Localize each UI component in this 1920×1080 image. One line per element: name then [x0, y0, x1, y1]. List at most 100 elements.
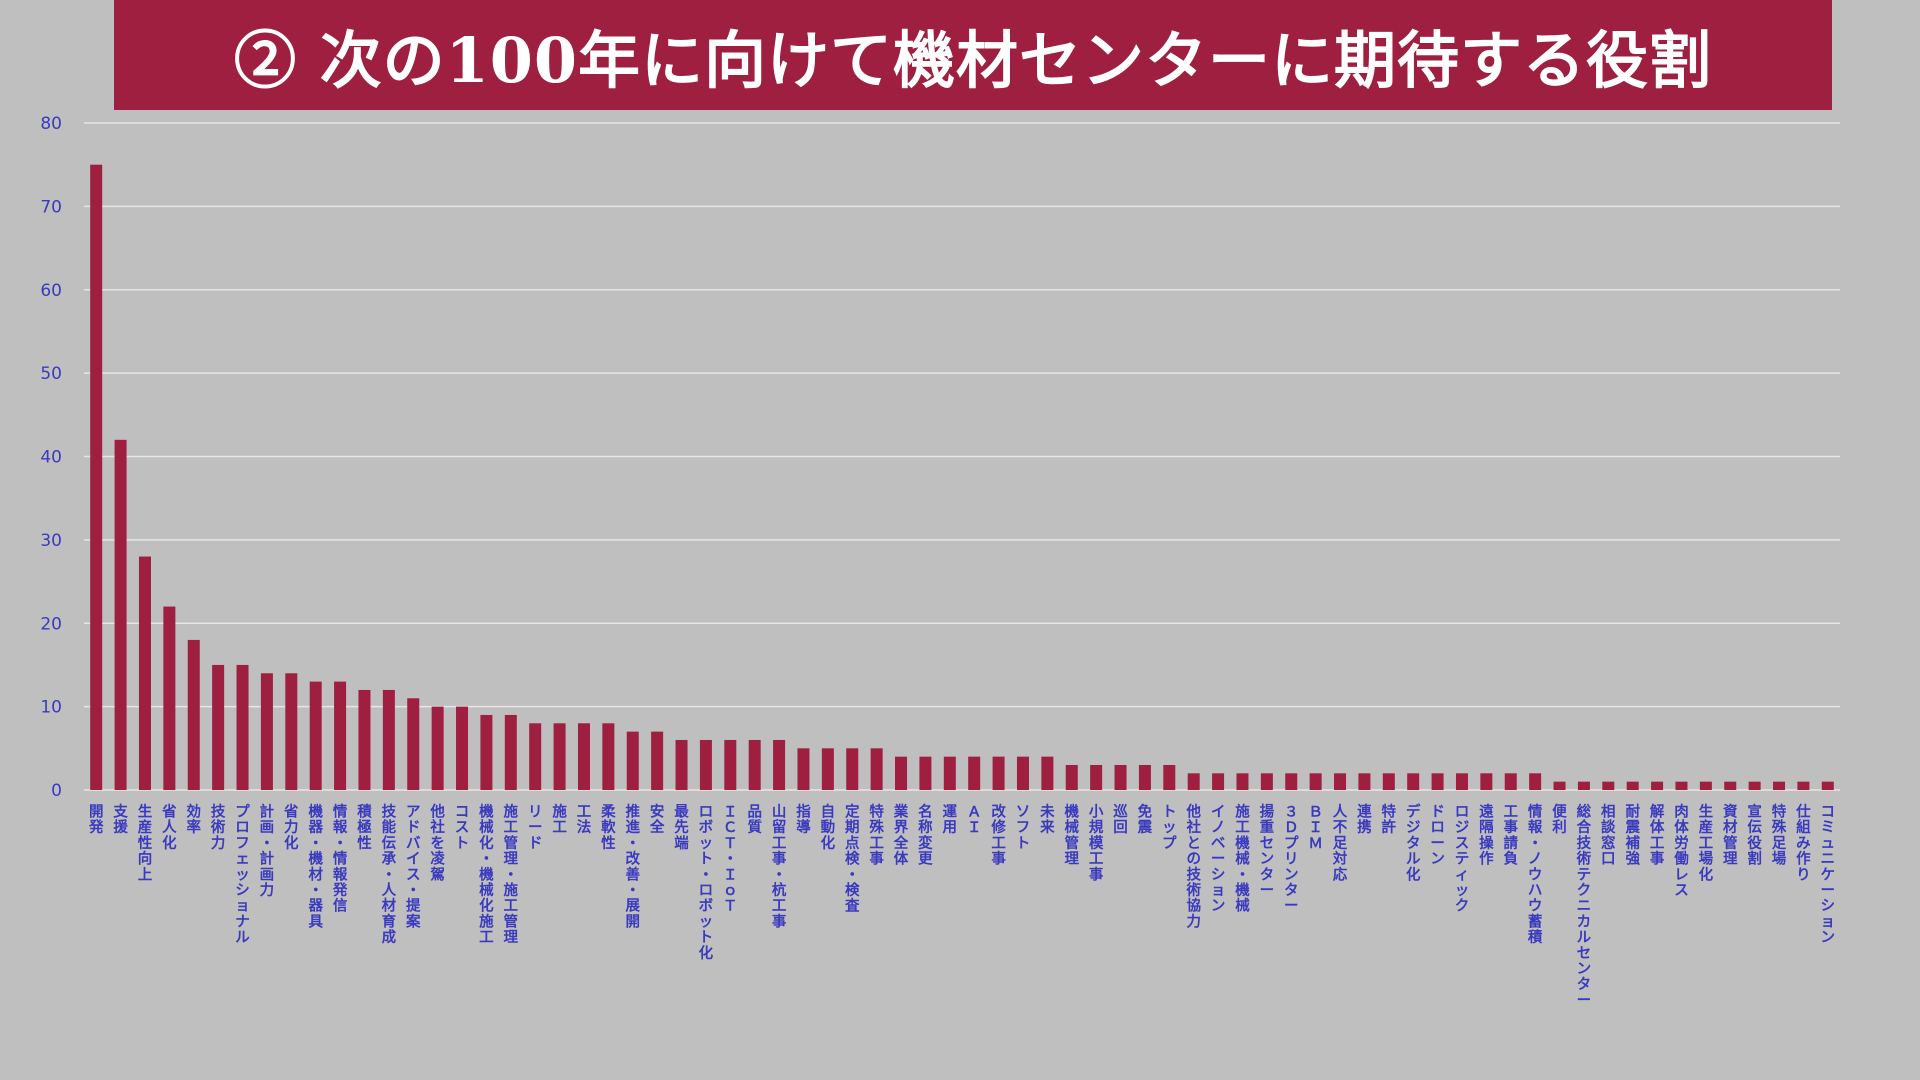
bar — [553, 723, 566, 790]
bar — [114, 439, 127, 790]
category-label: 情報・ノウハウ蓄積 — [1527, 803, 1543, 947]
bar — [1138, 764, 1151, 790]
category-label: 積極性 — [356, 803, 372, 852]
bar — [651, 731, 664, 790]
category-label: 資材管理 — [1723, 803, 1738, 868]
bar — [699, 739, 712, 790]
category-label: 計画・計画力 — [260, 803, 275, 900]
bar — [870, 748, 883, 790]
bar — [1016, 756, 1029, 790]
y-tick-label: 30 — [40, 531, 62, 551]
y-tick-label: 50 — [40, 364, 62, 384]
category-label: 相談窓口 — [1601, 803, 1616, 868]
category-label: 機器・機材・器具 — [307, 803, 323, 931]
bar — [480, 714, 493, 790]
bar — [1553, 781, 1566, 790]
category-label: 業界全体 — [893, 803, 909, 868]
bar — [358, 689, 371, 790]
bar — [1382, 773, 1395, 790]
category-label: 耐震補強 — [1624, 803, 1640, 868]
category-label: 指導 — [796, 803, 811, 837]
category-label: 工法 — [577, 805, 592, 837]
category-label: 技能伝承・人材育成 — [382, 803, 397, 947]
bar — [1577, 781, 1590, 790]
bar — [1675, 781, 1688, 790]
bar — [919, 756, 932, 790]
category-label: 情報・情報発信 — [332, 803, 348, 915]
category-label: リード — [528, 805, 543, 852]
bar — [992, 756, 1005, 790]
category-label: 省人化 — [161, 803, 177, 852]
category-label: ＡＩ — [967, 805, 982, 837]
category-label: ロボット・ロボット化 — [699, 805, 714, 962]
category-label: ドローン — [1430, 805, 1445, 868]
bar — [1285, 773, 1298, 790]
bar — [1455, 773, 1468, 790]
category-label: 機械化・機械化施工 — [479, 803, 494, 947]
bar — [1480, 773, 1493, 790]
category-label: 効率 — [187, 803, 202, 837]
bar — [1358, 773, 1371, 790]
category-label: 推進・改善・展開 — [626, 803, 641, 931]
category-label: ロジスティック — [1455, 805, 1470, 915]
bar — [1187, 773, 1200, 790]
bar — [1431, 773, 1444, 790]
bar — [821, 748, 834, 790]
y-tick-label: 10 — [40, 698, 62, 718]
category-label: 定期点検・検査 — [845, 803, 860, 915]
bar — [236, 664, 249, 790]
category-label: 技術力 — [210, 803, 226, 852]
bar — [285, 673, 298, 790]
bar — [260, 673, 273, 790]
category-label: 工事請負 — [1504, 805, 1519, 868]
category-label: 解体工事 — [1650, 803, 1665, 868]
category-label: ソフト — [1016, 805, 1031, 852]
bar — [1309, 773, 1322, 790]
category-label: 最先端 — [674, 804, 689, 852]
bar — [504, 714, 517, 790]
category-label: 特殊足場 — [1772, 803, 1787, 868]
category-label: 便利 — [1552, 803, 1567, 837]
category-label: 揚重センター — [1260, 804, 1275, 900]
category-label: ３Ｄプリンター — [1284, 805, 1299, 915]
bar — [773, 739, 786, 790]
bar — [138, 556, 151, 790]
category-label: 生産性向上 — [138, 803, 153, 884]
bar — [846, 748, 859, 790]
bar — [1065, 764, 1078, 790]
bar — [1041, 756, 1054, 790]
bar — [1602, 781, 1615, 790]
category-label: ＢＩＭ — [1308, 805, 1323, 852]
bar — [602, 723, 615, 790]
category-label: 免震 — [1138, 803, 1153, 837]
bar — [968, 756, 981, 790]
category-label: 小規模工事 — [1089, 804, 1104, 884]
category-label: 省力化 — [283, 803, 299, 852]
bar — [407, 698, 420, 790]
bar — [1724, 781, 1737, 790]
bar — [1529, 773, 1542, 790]
category-label: 他社を凌駕 — [429, 803, 445, 884]
bar — [1748, 781, 1761, 790]
y-tick-label: 40 — [40, 448, 62, 468]
bar — [943, 756, 956, 790]
bar — [1236, 773, 1249, 790]
bar — [334, 681, 347, 790]
category-label: 改修工事 — [990, 803, 1006, 868]
bar — [1090, 764, 1103, 790]
category-label: 施工管理・施工管理 — [504, 803, 519, 947]
bar — [456, 706, 469, 790]
category-label: 未来 — [1039, 803, 1055, 837]
category-label: 品質 — [747, 804, 762, 837]
category-label: 生産工場化 — [1699, 803, 1714, 884]
bar — [1626, 781, 1639, 790]
category-label: 連携 — [1357, 803, 1372, 837]
bar — [1504, 773, 1517, 790]
y-tick-label: 60 — [40, 281, 62, 301]
bar — [382, 689, 395, 790]
bar — [212, 664, 225, 790]
bar — [1797, 781, 1810, 790]
bar — [1212, 773, 1225, 790]
category-label: プロフェッショナル — [235, 804, 250, 947]
